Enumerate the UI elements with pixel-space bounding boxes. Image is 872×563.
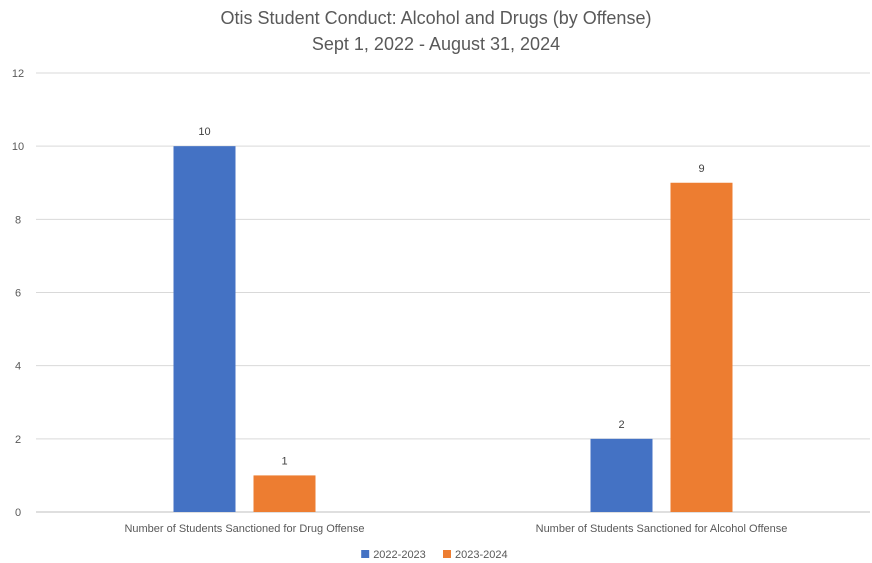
y-tick-label: 2 (15, 434, 21, 446)
y-tick-label: 0 (15, 507, 21, 519)
legend-label: 2022-2023 (373, 549, 426, 561)
bar (670, 182, 733, 512)
data-label: 10 (198, 126, 210, 138)
chart-title: Otis Student Conduct: Alcohol and Drugs … (220, 8, 652, 28)
y-tick-label: 4 (15, 361, 21, 373)
y-tick-label: 6 (15, 288, 21, 300)
y-tick-label: 8 (15, 214, 21, 226)
data-label: 9 (698, 163, 704, 175)
legend-swatch (361, 550, 370, 558)
y-tick-label: 12 (12, 68, 24, 80)
x-category-label: Number of Students Sanctioned for Drug O… (124, 523, 364, 535)
bar (173, 146, 236, 512)
legend-swatch (443, 550, 451, 558)
legend-label: 2023-2024 (455, 549, 508, 561)
y-tick-label: 10 (12, 141, 24, 153)
x-category-label: Number of Students Sanctioned for Alcoho… (536, 523, 788, 535)
bar (590, 438, 653, 512)
chart-subtitle: Sept 1, 2022 - August 31, 2024 (311, 34, 561, 54)
data-label: 2 (618, 419, 624, 431)
data-label: 1 (281, 455, 287, 467)
bar (253, 475, 316, 512)
